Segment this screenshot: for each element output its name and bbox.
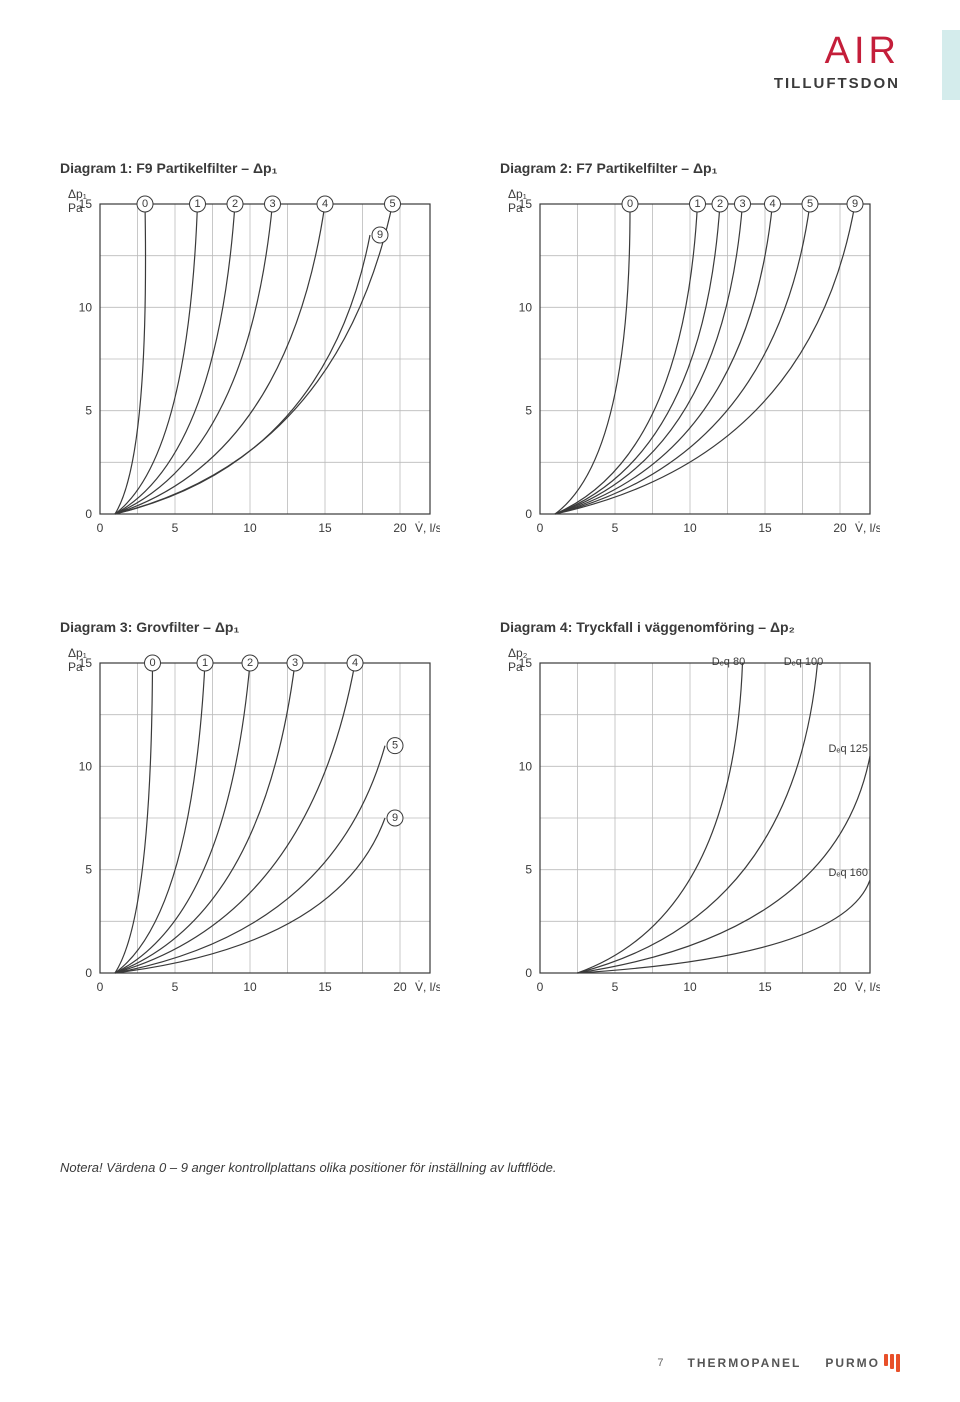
svg-text:V̇, l/s: V̇, l/s [415, 980, 440, 994]
svg-text:3: 3 [739, 198, 745, 210]
svg-text:5: 5 [172, 980, 179, 994]
svg-text:10: 10 [243, 980, 257, 994]
svg-text:0: 0 [537, 980, 544, 994]
svg-text:15: 15 [79, 656, 93, 670]
svg-text:V̇, l/s: V̇, l/s [855, 521, 880, 535]
brand-purmo: PURMO [825, 1354, 900, 1372]
diagram-2: Diagram 2: F7 Partikelfilter – Δp₁ Δp₁Pa… [500, 160, 900, 549]
svg-text:20: 20 [833, 980, 847, 994]
svg-text:0: 0 [142, 198, 148, 210]
svg-text:5: 5 [612, 980, 619, 994]
svg-text:10: 10 [79, 300, 93, 314]
svg-text:20: 20 [833, 521, 847, 535]
diagram-4-title: Diagram 4: Tryckfall i väggenomföring – … [500, 619, 900, 635]
svg-text:0: 0 [85, 966, 92, 980]
svg-text:4: 4 [322, 198, 328, 210]
brand-thermopanel: THERMOPANEL [688, 1356, 802, 1370]
svg-text:10: 10 [519, 759, 533, 773]
svg-text:9: 9 [852, 198, 858, 210]
svg-text:3: 3 [269, 198, 275, 210]
svg-text:10: 10 [243, 521, 257, 535]
svg-text:2: 2 [717, 198, 723, 210]
svg-text:10: 10 [683, 521, 697, 535]
page-footer: 7 THERMOPANEL PURMO [60, 1354, 900, 1372]
svg-text:1: 1 [202, 657, 208, 669]
svg-text:15: 15 [79, 197, 93, 211]
svg-text:0: 0 [525, 507, 532, 521]
diagram-3-title: Diagram 3: Grovfilter – Δp₁ [60, 619, 460, 635]
page-header: AIR TILLUFTSDON [774, 30, 900, 92]
svg-text:Dₑq 80: Dₑq 80 [712, 656, 745, 668]
svg-text:5: 5 [525, 863, 532, 877]
svg-text:0: 0 [97, 980, 104, 994]
svg-text:5: 5 [172, 521, 179, 535]
svg-text:15: 15 [758, 521, 772, 535]
footnote: Notera! Värdena 0 – 9 anger kontrollplat… [60, 1160, 556, 1175]
brand-purmo-text: PURMO [825, 1356, 880, 1370]
svg-text:0: 0 [627, 198, 633, 210]
side-tab [942, 30, 960, 100]
svg-text:10: 10 [683, 980, 697, 994]
svg-text:1: 1 [194, 198, 200, 210]
svg-text:Dₑq 125: Dₑq 125 [828, 743, 868, 755]
svg-text:5: 5 [612, 521, 619, 535]
svg-text:0: 0 [525, 966, 532, 980]
svg-text:0: 0 [149, 657, 155, 669]
svg-text:4: 4 [352, 657, 358, 669]
svg-text:5: 5 [392, 740, 398, 752]
svg-text:20: 20 [393, 980, 407, 994]
svg-text:4: 4 [769, 198, 775, 210]
header-subtitle: TILLUFTSDON [774, 75, 900, 92]
diagram-2-title: Diagram 2: F7 Partikelfilter – Δp₁ [500, 160, 900, 176]
svg-text:5: 5 [807, 198, 813, 210]
header-title: AIR [774, 30, 900, 73]
diagram-4: Diagram 4: Tryckfall i väggenomföring – … [500, 619, 900, 1008]
purmo-icon [884, 1354, 900, 1372]
svg-text:1: 1 [694, 198, 700, 210]
svg-text:2: 2 [232, 198, 238, 210]
svg-text:10: 10 [519, 300, 533, 314]
svg-text:0: 0 [85, 507, 92, 521]
svg-text:9: 9 [392, 812, 398, 824]
svg-text:Dₑq 100: Dₑq 100 [784, 656, 824, 668]
svg-text:5: 5 [389, 198, 395, 210]
svg-text:15: 15 [758, 980, 772, 994]
svg-text:V̇, l/s: V̇, l/s [855, 980, 880, 994]
svg-text:V̇, l/s: V̇, l/s [415, 521, 440, 535]
svg-text:2: 2 [247, 657, 253, 669]
svg-text:15: 15 [318, 980, 332, 994]
svg-text:15: 15 [519, 656, 533, 670]
svg-text:15: 15 [519, 197, 533, 211]
svg-text:9: 9 [377, 229, 383, 241]
svg-text:5: 5 [525, 404, 532, 418]
diagram-1-title: Diagram 1: F9 Partikelfilter – Δp₁ [60, 160, 460, 176]
svg-text:10: 10 [79, 759, 93, 773]
svg-text:15: 15 [318, 521, 332, 535]
svg-text:5: 5 [85, 863, 92, 877]
diagram-3: Diagram 3: Grovfilter – Δp₁ Δp₁Pa0510150… [60, 619, 460, 1008]
svg-text:20: 20 [393, 521, 407, 535]
page-number: 7 [657, 1357, 663, 1369]
diagram-1: Diagram 1: F9 Partikelfilter – Δp₁ Δp₁Pa… [60, 160, 460, 549]
svg-text:5: 5 [85, 404, 92, 418]
diagram-grid: Diagram 1: F9 Partikelfilter – Δp₁ Δp₁Pa… [60, 160, 900, 1078]
svg-text:0: 0 [537, 521, 544, 535]
svg-text:0: 0 [97, 521, 104, 535]
svg-text:3: 3 [292, 657, 298, 669]
svg-text:Dₑq 160: Dₑq 160 [828, 867, 868, 879]
